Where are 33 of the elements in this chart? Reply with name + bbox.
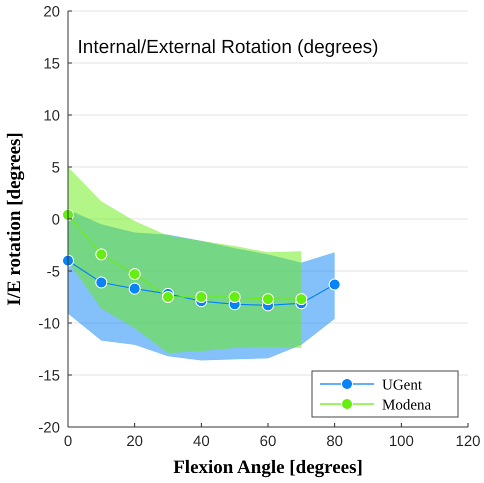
point (95, 248, 108, 260)
y-tick-label: -20 (38, 419, 60, 436)
y-tick-label: -15 (38, 367, 60, 384)
x-tick-label: 80 (326, 433, 344, 450)
point (295, 293, 308, 306)
text: Internal/External Rotation (degrees) (78, 37, 378, 58)
legend-label: Modena (382, 397, 432, 414)
x-tick-label: 60 (260, 433, 276, 450)
point (62, 254, 74, 267)
point (128, 282, 141, 295)
x-tick-label: 40 (192, 433, 210, 450)
point (328, 278, 341, 291)
y-axis-title: I/E rotation [degrees] (4, 132, 25, 306)
point (95, 276, 108, 288)
y-tick-label: 0 (52, 211, 60, 228)
y-tick-label: 15 (43, 55, 60, 72)
legend-label: UGent (382, 377, 423, 394)
y-tick-label: -5 (46, 263, 60, 280)
x-axis-title: Flexion Angle [degrees] (173, 457, 363, 478)
point (128, 268, 141, 280)
y-tick-label: 10 (43, 107, 60, 124)
point (62, 208, 74, 221)
x-tick-label: 0 (64, 433, 72, 450)
y-tick-label: -10 (38, 315, 60, 332)
point (162, 291, 174, 303)
x-tick-label: 100 (388, 433, 414, 450)
x-tick-label: 20 (126, 433, 144, 450)
point (228, 291, 241, 303)
point (195, 291, 208, 303)
point (262, 293, 274, 306)
y-tick-label: 20 (43, 3, 60, 20)
x-tick-label: 120 (455, 433, 481, 450)
y-tick-label: 5 (52, 159, 60, 176)
